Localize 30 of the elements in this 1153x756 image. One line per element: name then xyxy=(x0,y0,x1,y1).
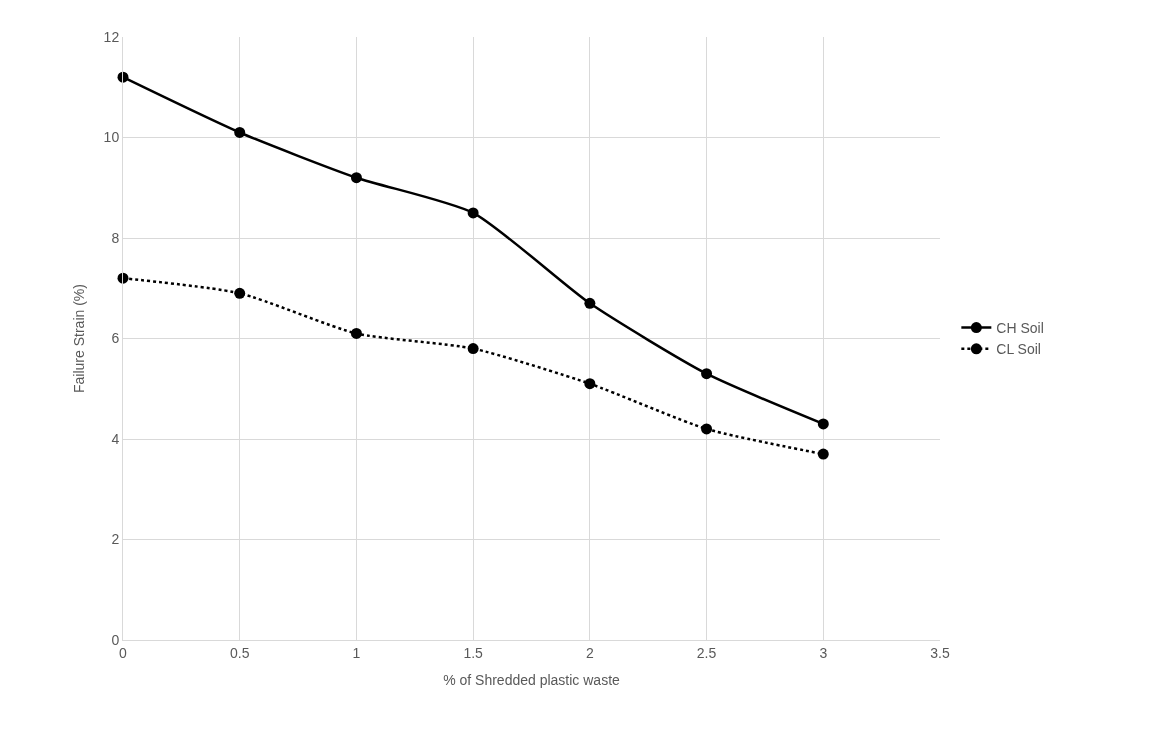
y-tick-label: 4 xyxy=(111,430,120,447)
point xyxy=(467,343,479,355)
point xyxy=(234,126,246,138)
x-tick-label: 3 xyxy=(819,644,828,661)
y-tick-label: 8 xyxy=(111,229,120,246)
y-tick-label: 6 xyxy=(111,330,120,347)
x-tick-label: 1 xyxy=(352,644,361,661)
point xyxy=(584,378,596,390)
point xyxy=(817,418,829,430)
x-tick-label: 3.5 xyxy=(930,644,950,661)
x-axis-title: % of Shredded plastic waste xyxy=(443,672,621,689)
y-tick-label: 2 xyxy=(111,531,120,548)
point xyxy=(701,368,713,380)
x-tick-label: 2 xyxy=(585,644,594,661)
point xyxy=(817,448,829,460)
y-tick-label: 12 xyxy=(103,28,120,45)
point xyxy=(234,287,246,299)
point xyxy=(467,207,479,219)
legend-label: CL Soil xyxy=(996,341,1041,358)
point xyxy=(701,423,713,435)
point xyxy=(350,327,362,339)
x-tick-label: 2.5 xyxy=(696,644,717,661)
legend-label: CH Soil xyxy=(996,320,1044,337)
x-tick-label: 0.5 xyxy=(229,644,250,661)
x-tick-label: 1.5 xyxy=(463,644,484,661)
y-axis-title: Failure Strain (%) xyxy=(71,284,88,393)
point xyxy=(350,172,362,184)
y-tick-label: 0 xyxy=(111,631,120,648)
point xyxy=(584,297,596,309)
y-tick-label: 10 xyxy=(103,129,120,146)
